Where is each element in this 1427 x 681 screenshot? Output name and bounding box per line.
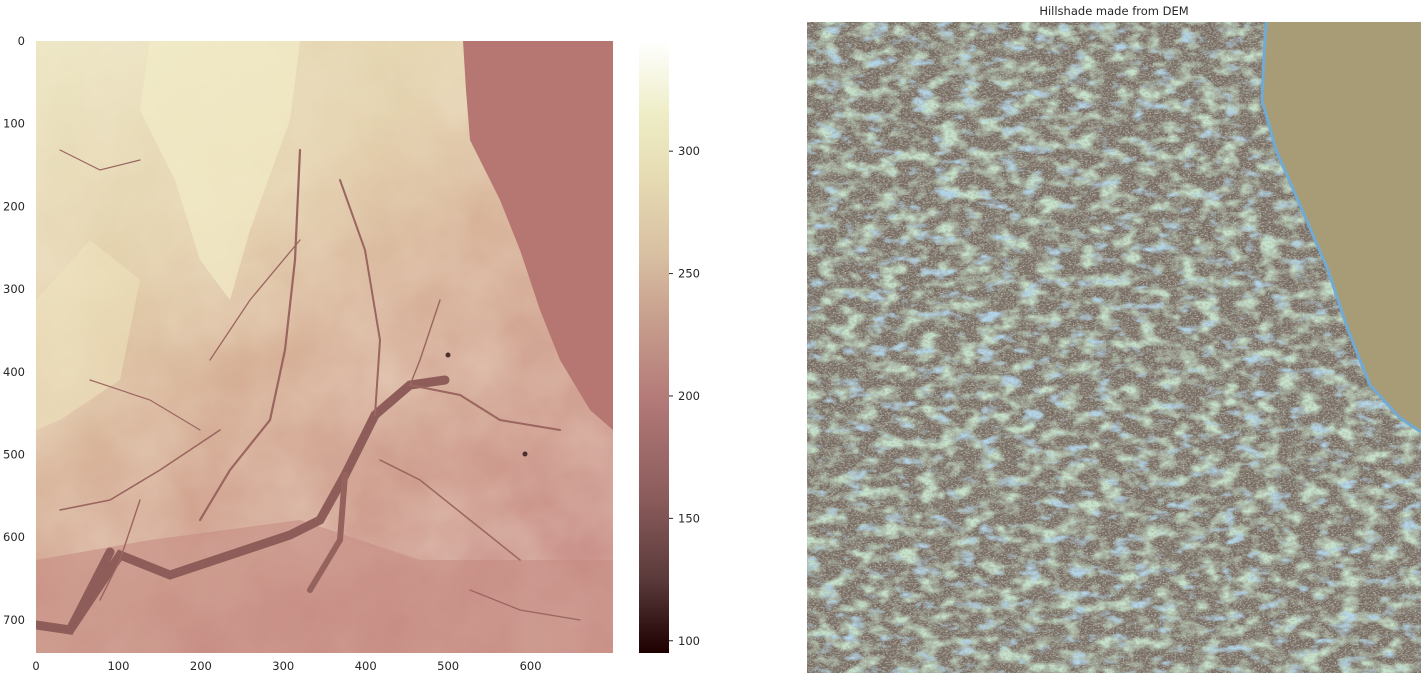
colorbar-gradient — [639, 41, 669, 653]
y-tick-label: 100 — [3, 117, 25, 131]
dem-y-axis: 0 100 200 300 400 500 600 700 — [3, 34, 25, 627]
colorbar-ticks: 100 150 200 250 300 — [669, 144, 700, 648]
y-tick-label: 400 — [3, 365, 25, 379]
dem-lake — [463, 41, 613, 430]
x-tick-label: 0 — [32, 659, 39, 673]
y-tick-label: 500 — [3, 448, 25, 462]
y-tick-label: 700 — [3, 613, 25, 627]
y-tick-label: 600 — [3, 530, 25, 544]
dem-upland-west — [36, 240, 140, 430]
x-tick-label: 300 — [272, 659, 294, 673]
colorbar-tick-label: 300 — [678, 144, 700, 158]
colorbar-tick-label: 250 — [678, 267, 700, 281]
y-tick-label: 0 — [18, 34, 25, 48]
x-tick-label: 600 — [520, 659, 542, 673]
y-tick-label: 300 — [3, 282, 25, 296]
hillshade-title: Hillshade made from DEM — [1039, 4, 1188, 18]
dem-pit — [522, 451, 528, 457]
x-tick-label: 500 — [437, 659, 459, 673]
dem-x-axis: 0 100 200 300 400 500 600 — [32, 659, 541, 673]
dem-plot-area — [36, 41, 613, 653]
x-tick-label: 100 — [107, 659, 129, 673]
colorbar-tick-label: 100 — [678, 634, 700, 648]
y-tick-label: 200 — [3, 199, 25, 213]
colorbar: 100 150 200 250 300 — [639, 41, 700, 653]
x-tick-label: 200 — [190, 659, 212, 673]
dem-pit — [445, 352, 451, 358]
x-tick-label: 400 — [355, 659, 377, 673]
hillshade-lake — [1262, 22, 1421, 432]
colorbar-tick-label: 150 — [678, 511, 700, 525]
hillshade-plot-area — [807, 22, 1421, 673]
dem-upland — [140, 41, 300, 300]
dem-lowland — [36, 520, 613, 653]
colorbar-tick-label: 200 — [678, 389, 700, 403]
hillshade-shoreline — [1260, 22, 1421, 434]
dem-rivers — [36, 148, 581, 635]
